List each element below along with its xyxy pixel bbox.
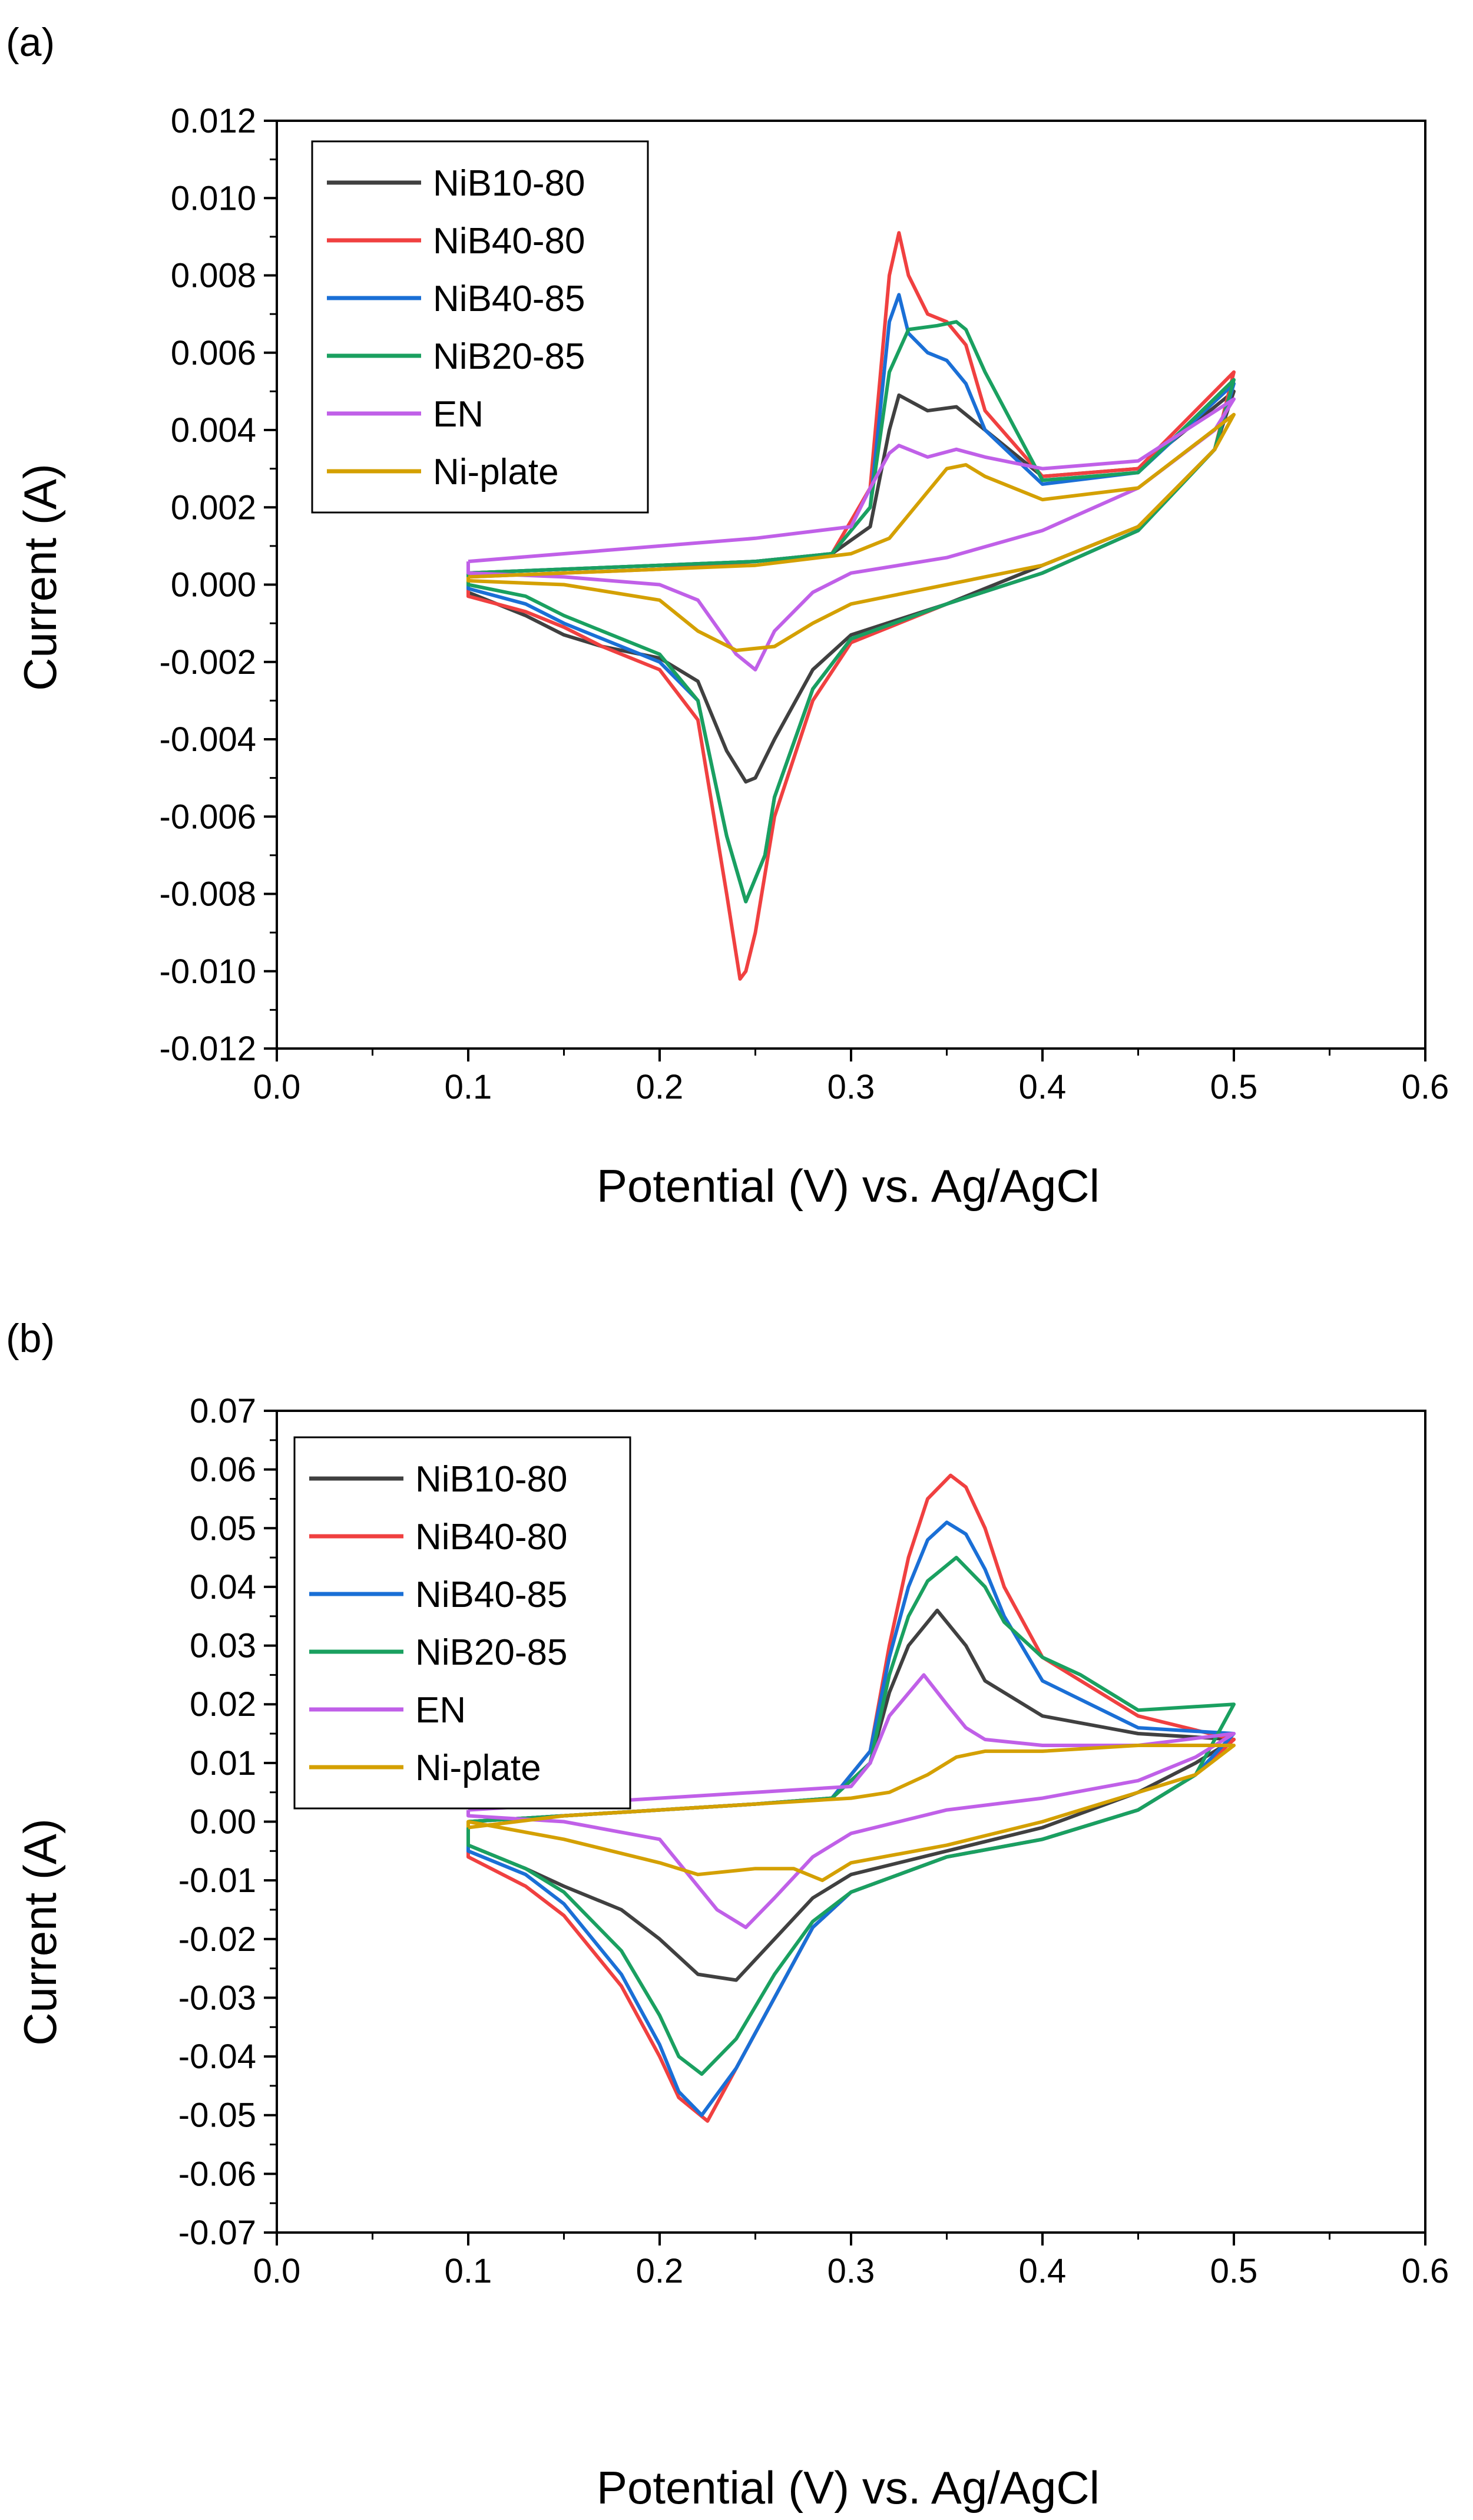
x-axis-title-b: Potential (V) vs. Ag/AgCl <box>597 2462 1100 2514</box>
x-tick-label: 0.1 <box>445 1068 492 1106</box>
chart-panel-a: (a) 0.0 0.1 0.2 0.3 0.4 0.5 0.6 0.012 0.010 0.008… <box>6 20 1449 1212</box>
y-tick-label: -0.004 <box>160 720 256 759</box>
y-tick-label: 0.008 <box>171 257 256 295</box>
y-tick-label: 0.006 <box>171 334 256 372</box>
y-tick-label: -0.04 <box>178 2038 256 2076</box>
y-axis-title-a: Current (A) <box>14 464 66 691</box>
series-line-en <box>466 397 1236 672</box>
y-tick-label: -0.03 <box>178 1979 256 2017</box>
legend-label: NiB40-80 <box>433 221 585 262</box>
y-tick-label: -0.02 <box>178 1920 256 1959</box>
y-tick-label: 0.01 <box>190 1744 256 1782</box>
x-tick-label: 0.1 <box>445 2252 492 2290</box>
y-tick-label: 0.06 <box>190 1451 256 1489</box>
legend-label: Ni-plate <box>415 1748 541 1788</box>
legend-box <box>293 1436 631 1810</box>
legend-label: NiB40-85 <box>415 1575 567 1615</box>
x-tick-label: 0.3 <box>827 2252 875 2290</box>
y-tick-label: -0.07 <box>178 2214 256 2252</box>
x-tick-label: 0.3 <box>827 1068 875 1106</box>
y-tick-label: 0.05 <box>190 1509 256 1547</box>
series-line-nib40-85 <box>466 1520 1236 2117</box>
panel-b-marks: 0.0 0.1 0.2 0.3 0.4 0.5 0.6 0.07 0.06 0.05 0.04 0.0… <box>178 1392 1449 2290</box>
x-tick-label: 0.4 <box>1019 1068 1067 1106</box>
y-tick-label: -0.010 <box>160 953 256 991</box>
y-tick-label: -0.006 <box>160 798 256 836</box>
x-axis-title-a: Potential (V) vs. Ag/AgCl <box>597 1160 1100 1212</box>
x-tick-label: 0.4 <box>1019 2252 1067 2290</box>
y-tick-label: -0.002 <box>160 643 256 682</box>
series-line-ni-plate <box>466 1744 1236 1883</box>
x-tick-label: 0.5 <box>1210 2252 1258 2290</box>
y-tick-label: 0.000 <box>171 566 256 604</box>
x-tick-label: 0.5 <box>1210 1068 1258 1106</box>
y-tick-label: -0.05 <box>178 2096 256 2135</box>
legend-label: NiB10-80 <box>415 1459 567 1500</box>
chart-panel-b: (b) 0.0 0.1 0.2 0.3 0.4 0.5 0.60.070.060.050.0… <box>6 1316 1449 2514</box>
series-line-ni-plate <box>466 412 1236 653</box>
legend-box <box>311 140 649 514</box>
legend-label: NiB20-85 <box>433 336 585 377</box>
legend-label: NiB40-85 <box>433 279 585 319</box>
y-tick-label: 0.002 <box>171 488 256 527</box>
y-tick-label: -0.012 <box>160 1030 256 1068</box>
y-tick-label: 0.07 <box>190 1392 256 1430</box>
panel-label-a: (a) <box>6 20 55 65</box>
y-tick-label: -0.008 <box>160 875 256 914</box>
legend-label: EN <box>415 1690 466 1731</box>
y-tick-label: 0.00 <box>190 1803 256 1841</box>
y-tick-label: 0.004 <box>171 411 256 449</box>
y-axis-title-b: Current (A) <box>14 1818 66 2046</box>
x-tick-label: 0.0 <box>253 2252 301 2290</box>
x-tick-label: 0.6 <box>1402 2252 1449 2290</box>
legend-label: Ni-plate <box>433 452 559 492</box>
y-tick-label: -0.01 <box>178 1861 256 1900</box>
legend-label: NiB20-85 <box>415 1632 567 1673</box>
x-tick-label: 0.6 <box>1402 1068 1449 1106</box>
legend-label: NiB40-80 <box>415 1517 567 1557</box>
y-tick-label: 0.03 <box>190 1627 256 1665</box>
y-tick-label: 0.02 <box>190 1685 256 1724</box>
y-tick-label: 0.010 <box>171 179 256 217</box>
y-tick-label: -0.06 <box>178 2155 256 2193</box>
panel-a-marks: 0.0 0.1 0.2 0.3 0.4 0.5 0.6 0.012 0.010 0.008 0.00… <box>160 102 1449 1106</box>
series-line-nib20-85 <box>466 1556 1236 2076</box>
y-tick-label: 0.04 <box>190 1568 256 1606</box>
y-tick-label: 0.012 <box>171 102 256 140</box>
legend-label: EN <box>433 394 484 435</box>
legend-label: NiB10-80 <box>433 163 585 204</box>
x-tick-label: 0.2 <box>636 2252 684 2290</box>
x-tick-label: 0.2 <box>636 1068 684 1106</box>
x-tick-label: 0.0 <box>253 1068 301 1106</box>
panel-label-b: (b) <box>6 1316 55 1361</box>
